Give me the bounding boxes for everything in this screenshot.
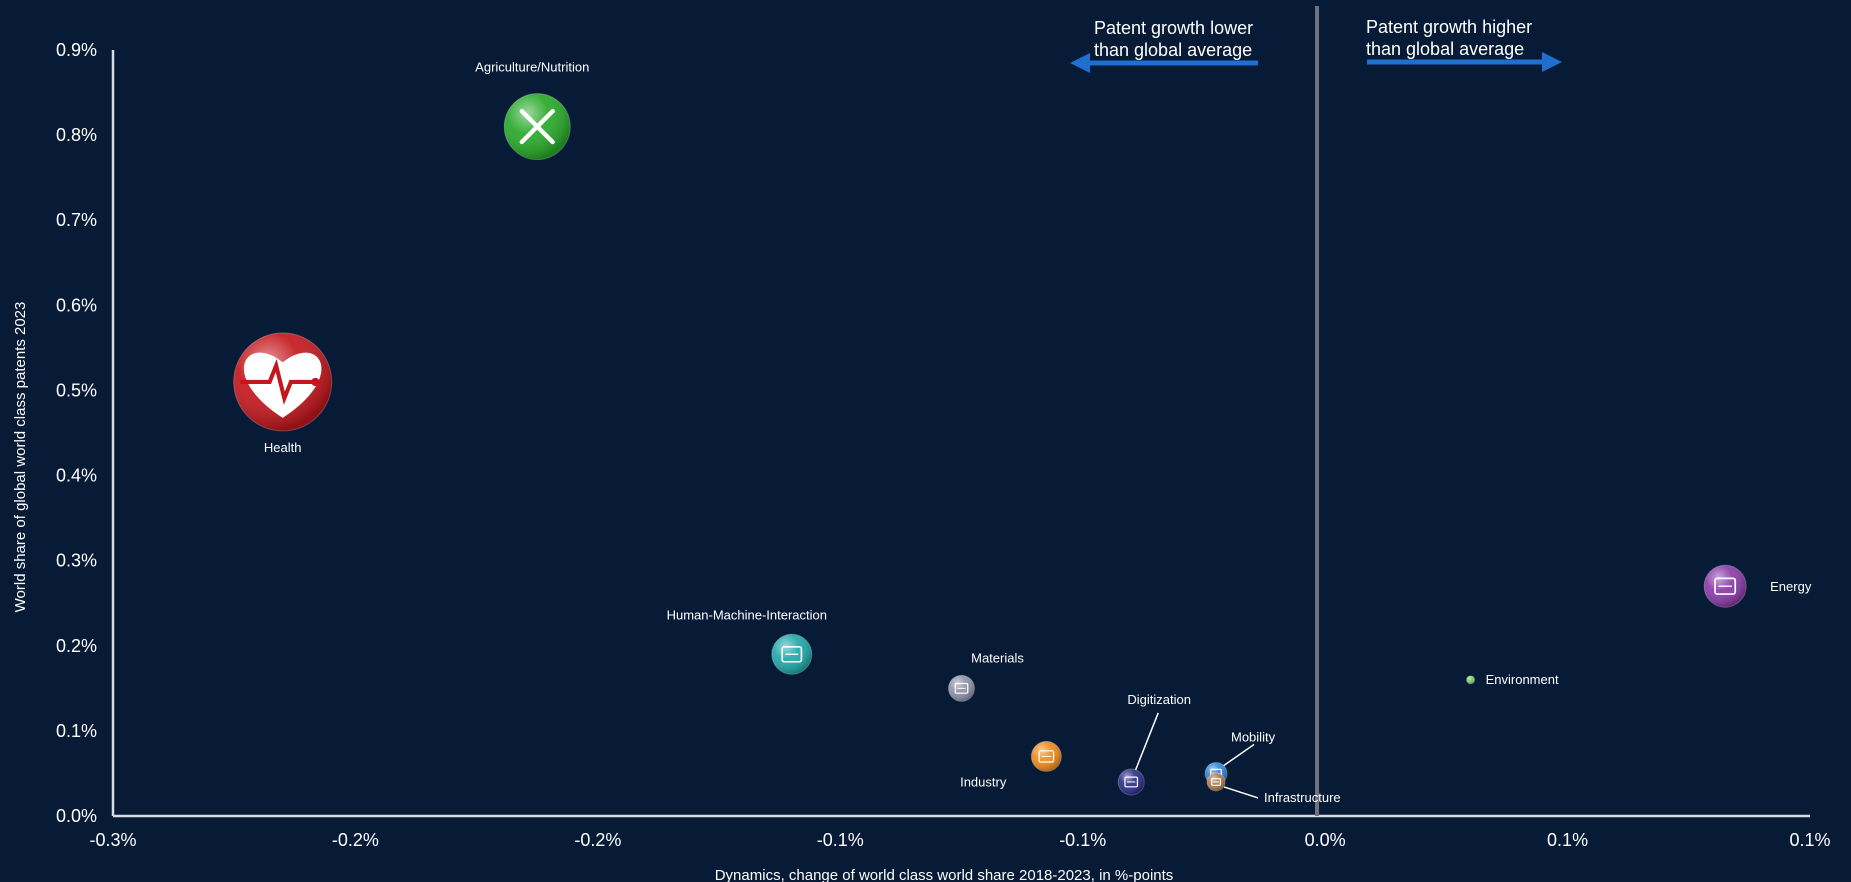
bubbles <box>233 93 1747 796</box>
y-tick-label: 0.5% <box>56 380 97 400</box>
digitization-bubble <box>1117 768 1145 796</box>
y-tick-label: 0.0% <box>56 806 97 826</box>
higher-growth-note-line1: Patent growth higher <box>1366 17 1532 37</box>
y-tick-label: 0.6% <box>56 295 97 315</box>
leader-lines <box>1134 712 1259 799</box>
materials-bubble <box>948 674 975 702</box>
building-icon <box>1211 777 1221 786</box>
lower-growth-note-line1: Patent growth lower <box>1094 18 1253 38</box>
x-tick-label: -0.2% <box>574 830 621 850</box>
x-tick-label: -0.1% <box>1059 830 1106 850</box>
digitization-leader-line <box>1134 712 1159 772</box>
y-tick-label: 0.4% <box>56 466 97 486</box>
infrastructure-leader-line <box>1223 786 1259 799</box>
environment-label: Environment <box>1486 672 1559 687</box>
x-tick-label: -0.1% <box>817 830 864 850</box>
materials-label: Materials <box>971 650 1024 665</box>
heart-pulse-icon <box>240 352 322 418</box>
x-tick-label: 0.1% <box>1547 830 1588 850</box>
higher-growth-note-line2: than global average <box>1366 39 1524 59</box>
factory-icon <box>1038 750 1055 763</box>
fork-knife-icon <box>519 108 555 145</box>
mobility-leader-line <box>1220 743 1255 769</box>
chip-icon <box>1124 776 1139 788</box>
x-tick-label: -0.3% <box>89 830 136 850</box>
x-tick-label: -0.2% <box>332 830 379 850</box>
y-tick-label: 0.7% <box>56 210 97 230</box>
environment-bubble <box>1466 675 1476 685</box>
x-tick-label: 0.0% <box>1305 830 1346 850</box>
agriculture-nutrition-bubble <box>503 93 571 161</box>
y-axis-title: World share of global world class patent… <box>12 302 29 613</box>
y-tick-label: 0.1% <box>56 721 97 741</box>
bubble-labels: Health Agriculture/Nutrition Human-Machine… <box>264 60 1812 805</box>
y-tick-label: 0.9% <box>56 40 97 60</box>
x-tick-label: 0.1% <box>1789 830 1830 850</box>
energy-label: Energy <box>1770 579 1812 594</box>
handshake-icon <box>781 646 803 663</box>
power-plant-icon <box>1714 577 1737 595</box>
lower-growth-note-line2: than global average <box>1094 40 1252 60</box>
energy-bubble <box>1703 564 1747 608</box>
health-label: Health <box>264 440 302 455</box>
layers-icon <box>954 682 969 694</box>
infrastructure-bubble <box>1206 772 1226 792</box>
health-bubble <box>233 332 333 432</box>
y-tick-label: 0.2% <box>56 636 97 656</box>
industry-bubble <box>1030 740 1062 772</box>
digitization-label: Digitization <box>1127 692 1191 707</box>
agriculture-nutrition-label: Agriculture/Nutrition <box>475 60 589 75</box>
y-tick-label: 0.8% <box>56 125 97 145</box>
human-machine-interaction-label: Human-Machine-Interaction <box>667 607 827 622</box>
x-axis-title: Dynamics, change of world class world sh… <box>715 867 1174 882</box>
industry-label: Industry <box>960 774 1007 789</box>
mobility-label: Mobility <box>1231 729 1276 744</box>
human-machine-interaction-bubble <box>771 633 813 675</box>
infrastructure-label: Infrastructure <box>1264 790 1341 805</box>
y-tick-label: 0.3% <box>56 551 97 571</box>
tick-labels: -0.3% -0.2% -0.2% -0.1% -0.1% 0.0% 0.1% 0.1% 0.0… <box>56 40 1831 850</box>
